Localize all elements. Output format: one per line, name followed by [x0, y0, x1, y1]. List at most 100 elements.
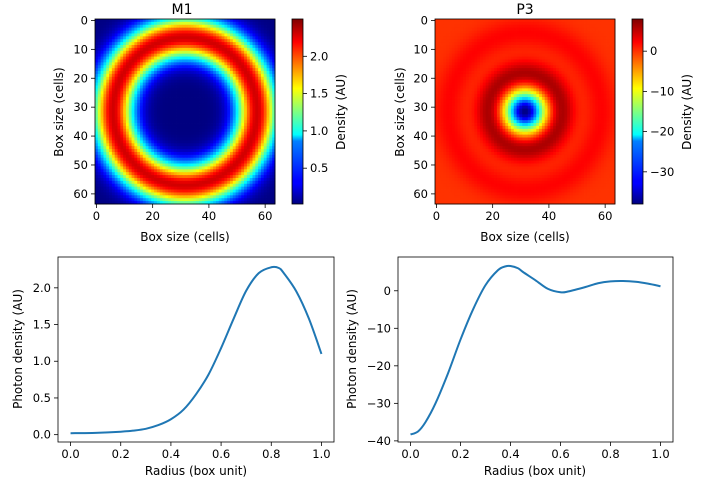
heatmap-cell — [142, 108, 147, 112]
heatmap-cell — [258, 21, 262, 26]
heatmap-cell — [522, 24, 526, 29]
heatmap-cell — [227, 56, 231, 60]
heatmap-cell — [196, 137, 200, 141]
heatmap-cell — [179, 192, 183, 196]
heatmap-cell — [154, 62, 158, 66]
y-tick-label: 60 — [73, 187, 88, 201]
heatmap-cell — [190, 163, 194, 167]
heatmap-cell — [100, 71, 104, 75]
heatmap-cell — [258, 111, 262, 115]
heatmap-cell — [252, 47, 256, 52]
heatmap-cell — [218, 56, 222, 60]
heatmap-cell — [213, 137, 217, 141]
heatmap-cell — [97, 56, 102, 60]
heatmap-cell — [196, 128, 200, 133]
heatmap-cell — [111, 192, 116, 196]
heatmap-cell — [246, 189, 251, 193]
heatmap-cell — [570, 33, 574, 37]
heatmap-cell — [536, 27, 540, 31]
heatmap-cell — [176, 88, 180, 92]
heatmap-cell — [145, 146, 149, 150]
heatmap-cell — [125, 120, 130, 124]
heatmap-cell — [555, 50, 560, 55]
heatmap-cell — [221, 166, 225, 170]
heatmap-cell — [561, 36, 565, 40]
heatmap-cell — [193, 68, 197, 72]
heatmap-cell — [196, 125, 200, 130]
heatmap-cell — [525, 53, 529, 57]
heatmap-cell — [252, 137, 256, 141]
heatmap-cell — [97, 163, 102, 167]
heatmap-cell — [260, 33, 265, 37]
heatmap-cell — [269, 39, 273, 43]
heatmap-cell — [196, 88, 200, 92]
heatmap-cell — [179, 36, 183, 40]
heatmap-cell — [159, 169, 163, 173]
heatmap-cell — [210, 45, 214, 49]
heatmap-cell — [170, 198, 175, 202]
heatmap-cell — [227, 166, 231, 170]
heatmap-cell — [269, 108, 273, 112]
heatmap-cell — [162, 128, 166, 133]
heatmap-cell — [145, 117, 149, 121]
heatmap-cell — [131, 175, 135, 179]
heatmap-cell — [539, 21, 543, 26]
heatmap-cell — [446, 36, 450, 40]
heatmap-cell — [488, 42, 492, 46]
heatmap-cell — [215, 45, 220, 49]
heatmap-cell — [218, 146, 222, 150]
heatmap-cell — [255, 134, 259, 138]
heatmap-cell — [114, 157, 118, 162]
heatmap-cell — [201, 82, 206, 86]
heatmap-cell — [134, 68, 138, 72]
heatmap-cell — [187, 94, 192, 98]
heatmap-cell — [232, 73, 237, 78]
heatmap-cell — [547, 42, 551, 46]
heatmap-cell — [187, 117, 192, 121]
heatmap-cell — [148, 79, 152, 83]
heatmap-cell — [185, 68, 189, 72]
heatmap-cell — [235, 120, 239, 124]
heatmap-cell — [100, 91, 104, 95]
heatmap-cell — [137, 189, 141, 193]
heatmap-cell — [154, 88, 158, 92]
heatmap-cell — [249, 105, 253, 110]
heatmap-cell — [215, 56, 220, 60]
heatmap-cell — [564, 36, 568, 40]
heatmap-cell — [196, 149, 200, 153]
heatmap-cell — [106, 192, 110, 196]
heatmap-cell — [131, 36, 135, 40]
heatmap-cell — [241, 169, 245, 173]
heatmap-cell — [235, 177, 239, 182]
heatmap-cell — [125, 97, 130, 101]
heatmap-cell — [159, 56, 163, 60]
heatmap-cell — [230, 151, 234, 156]
heatmap-cell — [230, 111, 234, 115]
heatmap-cell — [595, 53, 599, 57]
heatmap-cell — [140, 169, 144, 173]
heatmap-cell — [207, 27, 211, 31]
heatmap-cell — [125, 140, 130, 144]
heatmap-cell — [558, 30, 562, 34]
heatmap-cell — [140, 192, 144, 196]
heatmap-cell — [238, 56, 242, 60]
heatmap-cell — [536, 19, 540, 23]
heatmap-cell — [134, 183, 138, 188]
heatmap-cell — [196, 59, 200, 63]
heatmap-cell — [142, 85, 147, 89]
heatmap-cell — [100, 175, 104, 179]
heatmap-cell — [106, 146, 110, 150]
heatmap-cell — [106, 105, 110, 110]
heatmap-cell — [207, 160, 211, 164]
heatmap-cell — [137, 102, 141, 107]
heatmap-cell — [586, 42, 591, 46]
heatmap-cell — [100, 79, 104, 83]
heatmap-cell — [137, 154, 141, 159]
heatmap-cell — [185, 117, 189, 121]
heatmap-cell — [182, 117, 186, 121]
heatmap-cell — [168, 123, 172, 127]
heatmap-cell — [193, 143, 197, 147]
heatmap-cell — [95, 47, 99, 52]
heatmap-cell — [201, 183, 206, 188]
heatmap-cell — [134, 140, 138, 144]
